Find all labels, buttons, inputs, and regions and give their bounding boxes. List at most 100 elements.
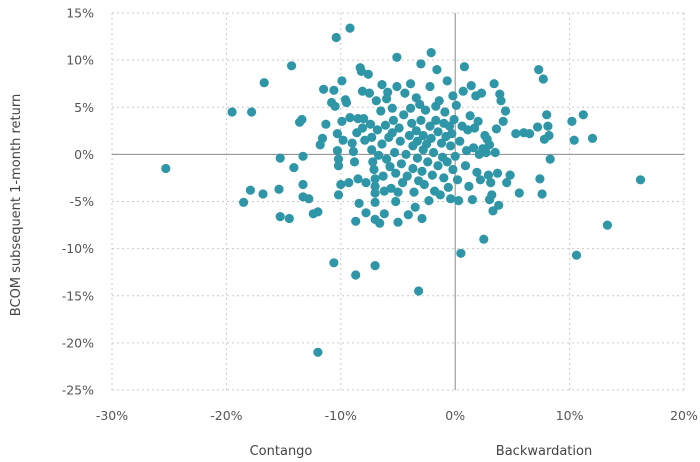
data-point — [333, 154, 344, 164]
data-point — [365, 119, 376, 129]
data-point — [391, 196, 401, 207]
data-point — [473, 116, 483, 126]
data-point — [409, 187, 419, 197]
data-point — [363, 69, 373, 79]
data-point — [331, 32, 341, 43]
data-point — [542, 110, 552, 120]
data-point — [317, 133, 328, 143]
data-point — [476, 88, 487, 98]
data-point — [449, 114, 459, 125]
data-point — [418, 130, 428, 141]
data-point — [434, 96, 444, 106]
data-point — [489, 79, 499, 89]
data-point — [401, 149, 411, 159]
data-point — [359, 114, 369, 124]
data-point — [393, 187, 403, 197]
data-point — [377, 139, 387, 149]
data-point — [245, 185, 255, 195]
data-point — [408, 163, 418, 174]
data-point — [345, 23, 355, 33]
data-point — [436, 138, 447, 148]
data-point — [491, 124, 501, 134]
data-point — [330, 101, 340, 111]
data-point — [406, 103, 416, 113]
data-point — [488, 206, 498, 216]
y-tick-label: -10% — [62, 241, 94, 256]
data-point — [502, 178, 512, 188]
data-point — [468, 143, 479, 153]
data-point — [569, 135, 579, 145]
data-point — [371, 96, 381, 106]
data-point — [356, 66, 366, 76]
data-point — [447, 129, 457, 139]
data-point — [344, 178, 354, 188]
data-point — [578, 110, 588, 120]
data-point — [475, 175, 485, 185]
data-point — [275, 153, 285, 163]
data-point — [333, 190, 344, 200]
data-point — [635, 175, 646, 185]
data-point — [337, 116, 347, 126]
data-point — [382, 154, 392, 164]
y-axis-title: BCOM subsequent 1-month return — [9, 94, 24, 316]
data-point — [511, 129, 521, 139]
data-point — [537, 189, 547, 199]
data-point — [227, 107, 237, 117]
data-point — [452, 175, 463, 185]
data-point — [425, 121, 435, 131]
data-point — [370, 174, 380, 184]
data-point — [333, 161, 344, 171]
data-point — [298, 179, 308, 190]
data-point — [395, 136, 405, 146]
data-point — [416, 59, 426, 69]
data-point — [406, 79, 416, 89]
data-point — [432, 65, 442, 75]
data-point — [404, 130, 414, 141]
data-point — [525, 129, 535, 139]
data-point — [370, 197, 380, 207]
data-point — [377, 80, 387, 90]
data-point — [338, 135, 348, 145]
data-point — [392, 52, 402, 62]
data-point — [357, 86, 368, 96]
data-point — [467, 195, 477, 205]
data-point — [494, 200, 504, 210]
data-point — [351, 216, 361, 226]
data-point — [161, 163, 171, 174]
data-point — [367, 132, 377, 142]
data-point — [545, 154, 555, 164]
data-point — [448, 91, 458, 101]
data-point — [298, 151, 308, 161]
data-point — [374, 150, 384, 160]
data-point — [486, 178, 496, 188]
data-point — [424, 196, 434, 206]
data-point — [443, 182, 453, 192]
data-point — [347, 138, 357, 148]
data-point — [297, 114, 307, 125]
data-point — [435, 190, 445, 200]
data-point — [487, 190, 497, 200]
data-point — [442, 157, 452, 167]
data-point — [399, 110, 409, 120]
data-point — [336, 179, 346, 190]
data-point — [446, 194, 456, 204]
data-point — [394, 123, 404, 133]
data-point — [289, 163, 299, 173]
data-point — [357, 123, 368, 133]
data-point — [321, 119, 331, 129]
data-point — [414, 286, 424, 296]
data-point — [490, 147, 500, 158]
data-point — [387, 128, 397, 138]
data-point — [492, 168, 503, 178]
data-point — [417, 213, 427, 224]
data-point — [313, 347, 323, 357]
data-point — [403, 210, 413, 220]
data-point — [587, 133, 598, 143]
data-point — [419, 179, 429, 190]
data-point — [455, 136, 465, 146]
data-point — [379, 209, 389, 219]
data-point — [464, 181, 474, 191]
x-annotation-contango: Contango — [250, 444, 313, 459]
data-point — [400, 88, 410, 98]
